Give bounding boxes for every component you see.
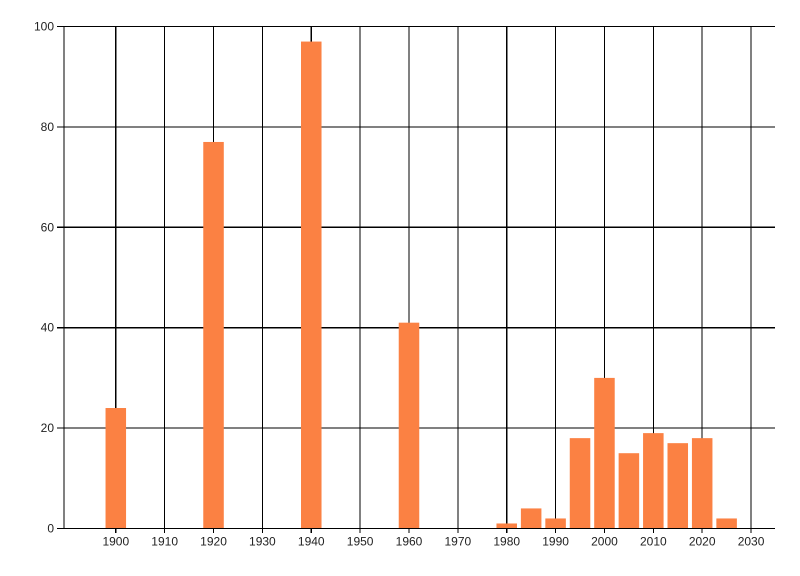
y-axis-label-100: 100 bbox=[34, 20, 54, 34]
bar-1990 bbox=[545, 518, 566, 529]
bar-1960 bbox=[398, 322, 420, 529]
bar-1985 bbox=[520, 508, 542, 529]
bar-2015 bbox=[667, 443, 689, 529]
x-axis-label-1930: 1930 bbox=[249, 535, 276, 549]
x-axis-label-1940: 1940 bbox=[298, 535, 325, 549]
bar-1995 bbox=[569, 438, 591, 529]
x-axis-label-1980: 1980 bbox=[493, 535, 520, 549]
y-axis-label-60: 60 bbox=[41, 220, 55, 234]
x-axis-label-1970: 1970 bbox=[445, 535, 472, 549]
y-axis-label-20: 20 bbox=[41, 421, 55, 435]
x-axis-label-1900: 1900 bbox=[102, 535, 129, 549]
bar-2020 bbox=[691, 438, 713, 529]
x-axis-label-1920: 1920 bbox=[200, 535, 227, 549]
x-axis-label-2030: 2030 bbox=[738, 535, 765, 549]
bar-2025 bbox=[716, 518, 737, 529]
bar-1940 bbox=[301, 41, 322, 529]
bar-2000 bbox=[594, 377, 615, 529]
y-axis-label-40: 40 bbox=[41, 321, 55, 335]
y-axis-label-80: 80 bbox=[41, 120, 55, 134]
bar-1900 bbox=[105, 408, 127, 529]
x-axis-label-2020: 2020 bbox=[689, 535, 716, 549]
x-axis-label-1950: 1950 bbox=[347, 535, 374, 549]
x-axis-label-2010: 2010 bbox=[640, 535, 667, 549]
bar-2010 bbox=[643, 433, 664, 529]
bar-2005 bbox=[618, 453, 640, 529]
bar-1920 bbox=[203, 141, 224, 529]
x-axis-label-1910: 1910 bbox=[151, 535, 178, 549]
x-axis-label-1990: 1990 bbox=[542, 535, 569, 549]
bar-1980 bbox=[496, 523, 517, 529]
y-axis-label-0: 0 bbox=[47, 522, 54, 536]
x-axis-label-2000: 2000 bbox=[591, 535, 618, 549]
x-axis-label-1960: 1960 bbox=[396, 535, 423, 549]
